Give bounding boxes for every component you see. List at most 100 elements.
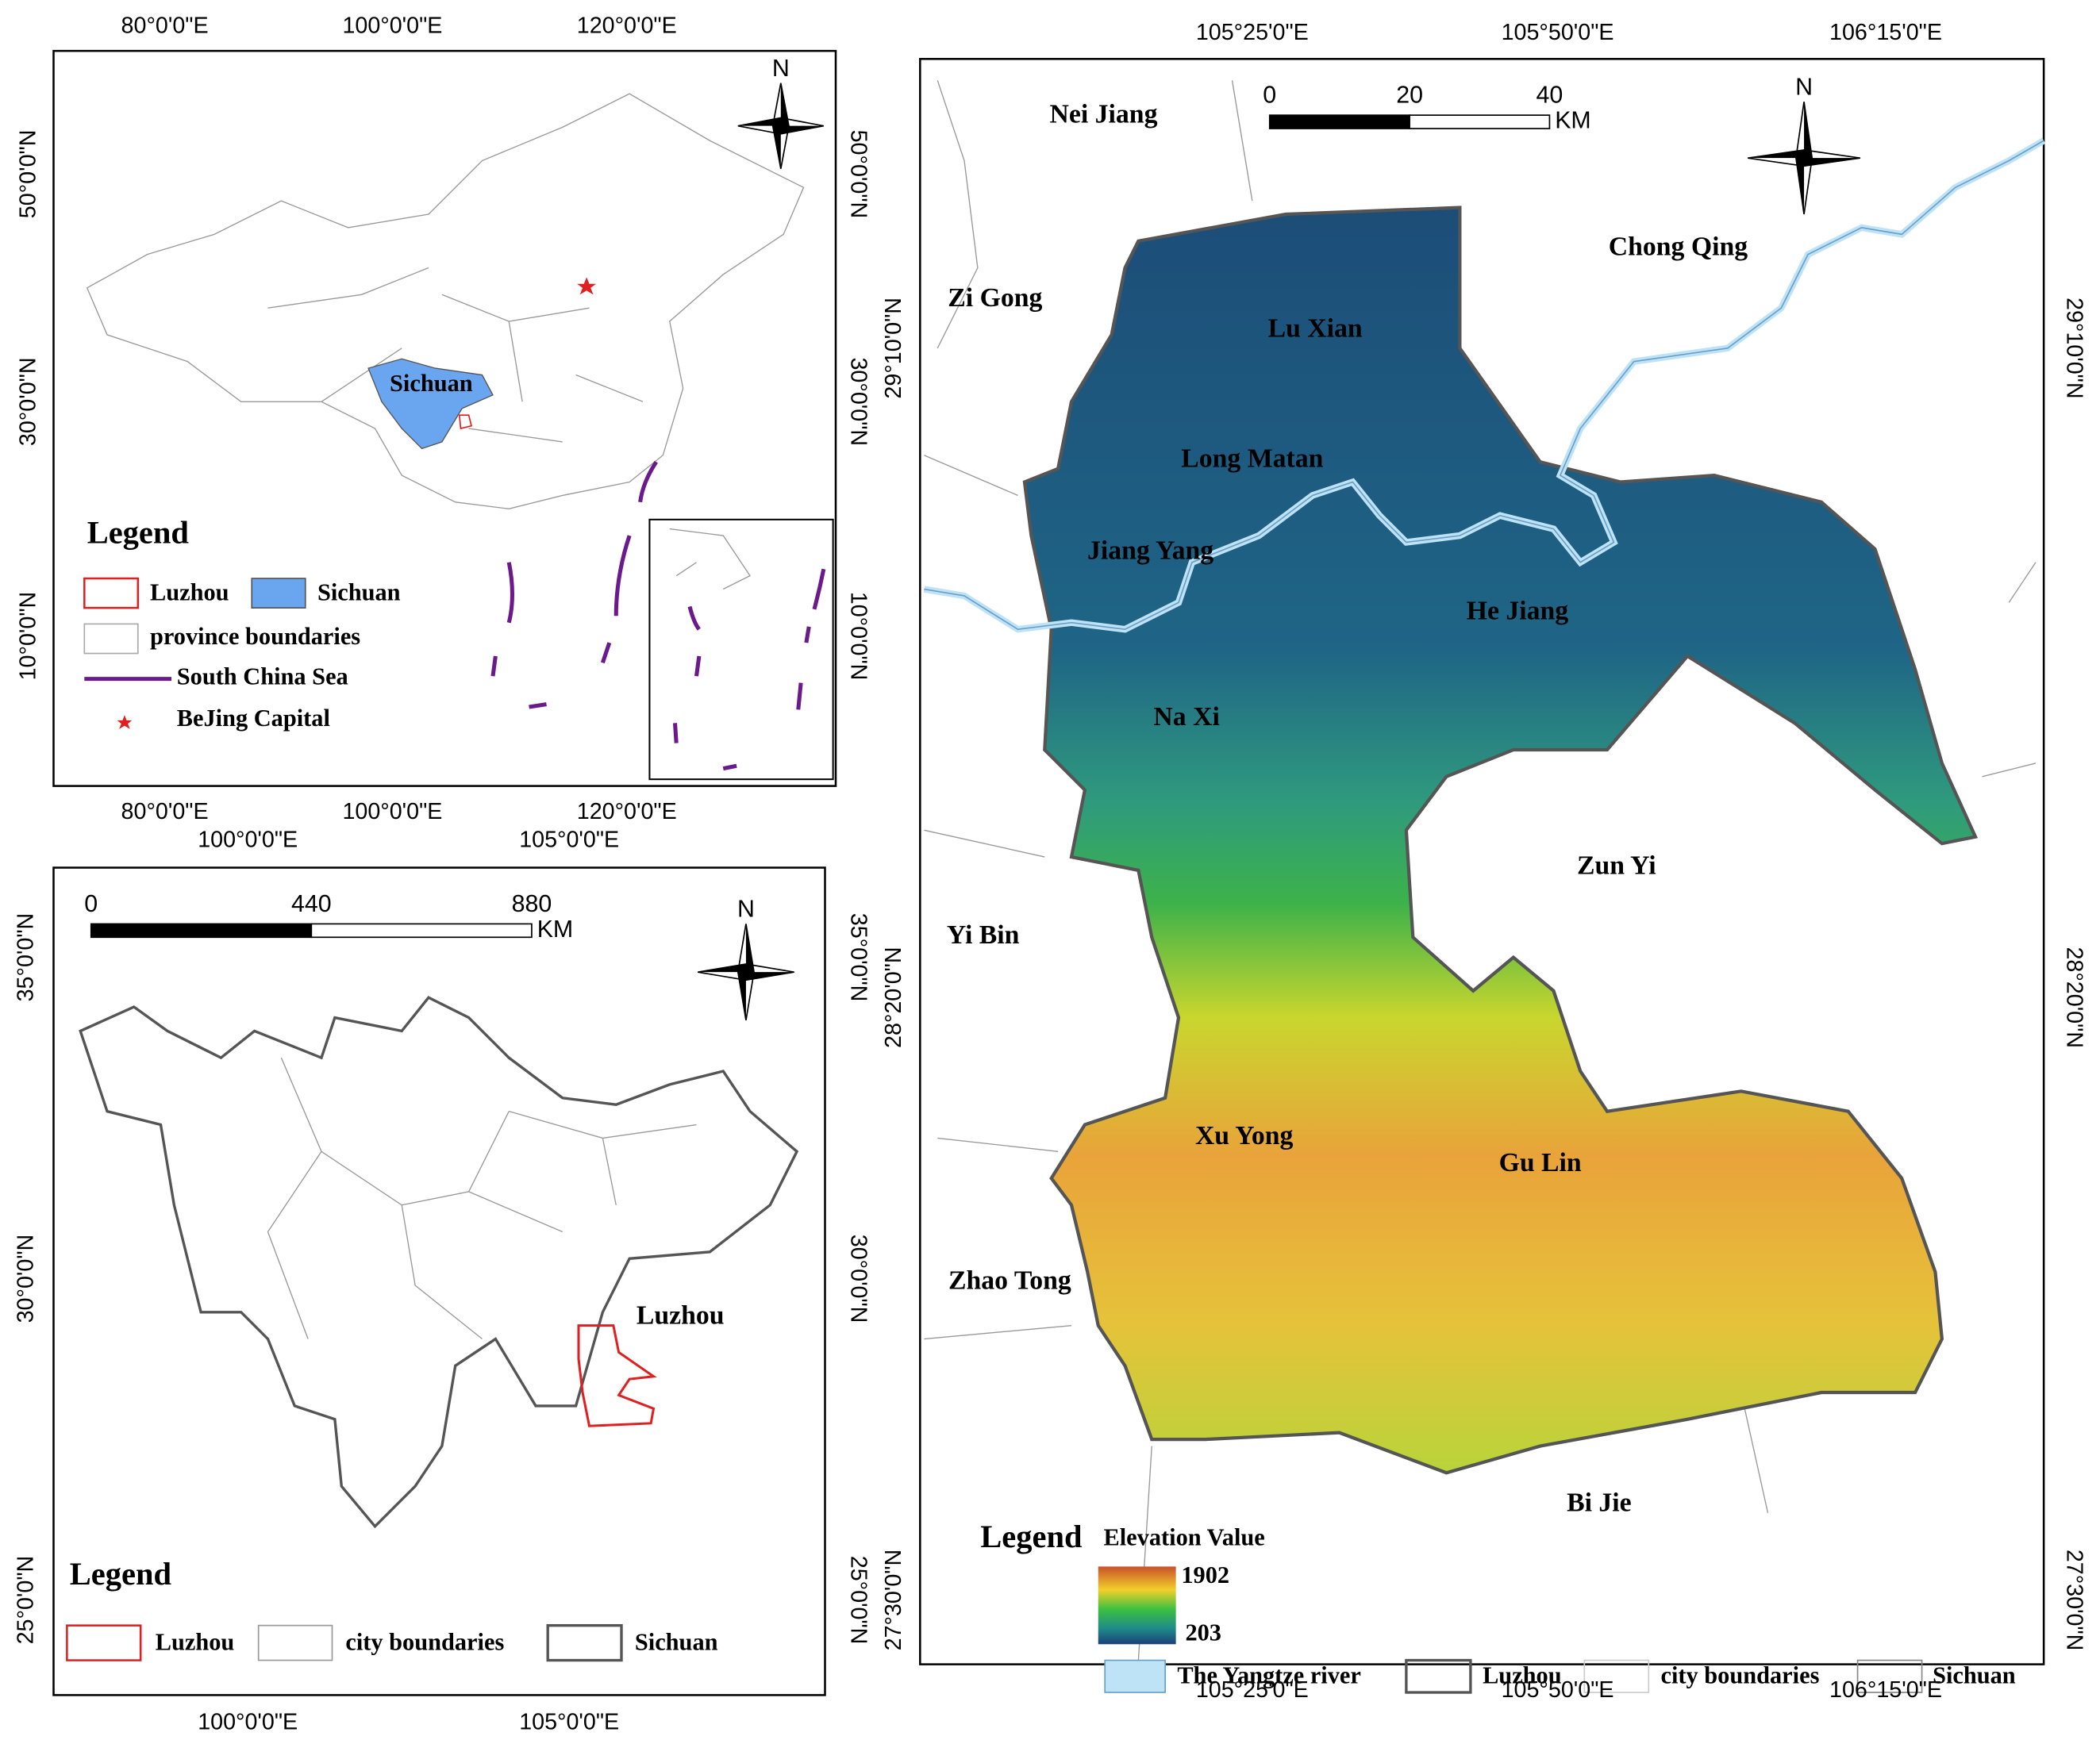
lat-label: 29°10'0"N <box>2062 298 2087 399</box>
scale-bar <box>310 923 533 939</box>
place-label: Yi Bin <box>947 920 1020 950</box>
north-label: N <box>772 56 790 82</box>
north-arrow <box>698 924 794 1020</box>
elevation-ramp <box>1098 1566 1176 1645</box>
legend-title: Legend <box>87 514 190 550</box>
scale-label: 440 <box>291 891 332 917</box>
luzhou-region <box>458 414 473 430</box>
legend-swatch <box>1104 1659 1166 1693</box>
lat-label: 35°0'0"N <box>13 913 38 1002</box>
lat-label: 30°0'0"N <box>16 357 41 446</box>
place-label: Gu Lin <box>1499 1148 1582 1177</box>
legend-swatch <box>83 623 139 655</box>
luzhou-outline <box>577 1324 657 1427</box>
place-label: Zun Yi <box>1577 851 1656 880</box>
lon-label: 100°0'0"E <box>198 827 298 852</box>
legend-swatch <box>257 1624 333 1661</box>
lon-label: 106°15'0"E <box>1829 1677 1942 1703</box>
lon-label: 105°50'0"E <box>1502 1677 1614 1703</box>
place-label: Jiang Yang <box>1087 536 1213 566</box>
south-china-sea-line <box>490 460 658 709</box>
north-label: N <box>1795 74 1813 100</box>
labels: 80°0'0"E 80°0'0"E 100°0'0"E 100°0'0"E 120°0'… <box>13 13 2087 1734</box>
region-label: Sichuan <box>390 370 473 397</box>
scale-unit: KM <box>537 916 574 943</box>
place-label: Long Matan <box>1181 444 1323 473</box>
lat-label: 30°0'0"N <box>845 357 871 446</box>
scale-label: 0 <box>1263 83 1276 109</box>
legend-label: The Yangtze river <box>1177 1661 1361 1688</box>
place-label: Lu Xian <box>1268 314 1363 344</box>
legend-label: Sichuan <box>317 578 401 605</box>
place-label: Zhao Tong <box>948 1266 1071 1295</box>
sichuan-legend <box>66 1623 623 1662</box>
place-label: He Jiang <box>1467 597 1569 626</box>
lat-label: 10°0'0"N <box>845 592 871 681</box>
legend-swatch <box>1583 1659 1650 1693</box>
legend-label: South China Sea <box>177 663 348 690</box>
place-label: Na Xi <box>1153 702 1219 732</box>
place-label: Zi Gong <box>948 283 1042 313</box>
legend-label: province boundaries <box>150 623 360 650</box>
legend-swatch <box>1856 1659 1923 1693</box>
region-label: Luzhou <box>637 1300 725 1330</box>
lat-label: 28°20'0"N <box>881 947 906 1048</box>
legend-swatch <box>251 578 306 609</box>
lat-label: 30°0'0"N <box>845 1235 871 1323</box>
lon-label: 106°15'0"E <box>1829 20 1942 45</box>
legend-label: city boundaries <box>1661 1661 1820 1688</box>
beijing-star <box>577 277 596 295</box>
lat-label: 28°20'0"N <box>2062 947 2087 1048</box>
lon-label: 105°25'0"E <box>1196 20 1309 45</box>
legend-label: BeJing Capital <box>177 705 330 732</box>
luzhou-legend <box>1098 1566 1923 1694</box>
north-arrow <box>1748 102 1860 215</box>
legend-title: Legend <box>980 1519 1083 1554</box>
lat-label: 25°0'0"N <box>13 1556 38 1645</box>
elevation-max: 1902 <box>1181 1561 1229 1588</box>
china-outline <box>86 93 805 509</box>
lon-label: 105°25'0"E <box>1196 1677 1309 1703</box>
lon-label: 80°0'0"E <box>121 13 209 38</box>
legend-label: Luzhou <box>156 1628 235 1655</box>
place-label: Xu Yong <box>1195 1121 1294 1150</box>
lat-label: 50°0'0"N <box>845 130 871 219</box>
legend-swatch <box>66 1624 142 1661</box>
legend-title: Legend <box>70 1556 172 1592</box>
sichuan-region <box>367 358 494 450</box>
lon-label: 105°0'0"E <box>519 827 619 852</box>
scale-label: 40 <box>1537 83 1563 109</box>
scale-label: 20 <box>1396 83 1423 109</box>
lon-label: 80°0'0"E <box>121 799 209 824</box>
yangtze-river-edge <box>924 140 2044 631</box>
elevation-raster <box>1022 205 1979 1475</box>
lat-label: 27°30'0"N <box>881 1550 906 1651</box>
scale-label: 880 <box>512 891 552 917</box>
inset-coast <box>669 528 751 590</box>
legend-label: Sichuan <box>1933 1661 2016 1688</box>
legend-label: Sichuan <box>635 1628 718 1655</box>
sichuan-outline <box>79 996 799 1529</box>
lat-label: 30°0'0"N <box>13 1235 38 1323</box>
city-boundaries <box>924 80 2037 1661</box>
legend-label: Luzhou <box>150 578 229 605</box>
lon-label: 100°0'0"E <box>342 13 442 38</box>
lat-label: 50°0'0"N <box>16 130 41 219</box>
lon-label: 120°0'0"E <box>577 13 677 38</box>
lon-label: 105°0'0"E <box>519 1709 619 1734</box>
scale-unit: KM <box>1555 108 1591 134</box>
china-legend <box>83 577 306 729</box>
lat-label: 29°10'0"N <box>881 298 906 399</box>
north-label: N <box>737 897 755 923</box>
legend-label: Luzhou <box>1483 1661 1562 1688</box>
lon-label: 100°0'0"E <box>198 1709 298 1734</box>
lat-label: 35°0'0"N <box>845 913 871 1002</box>
inset-sea-line <box>672 568 826 771</box>
scale-bar <box>1268 114 1410 129</box>
legend-label: city boundaries <box>345 1628 504 1655</box>
lat-label: 10°0'0"N <box>16 592 41 681</box>
place-label: Bi Jie <box>1567 1488 1632 1518</box>
lat-label: 27°30'0"N <box>2062 1550 2087 1651</box>
scale-bar <box>90 923 313 939</box>
